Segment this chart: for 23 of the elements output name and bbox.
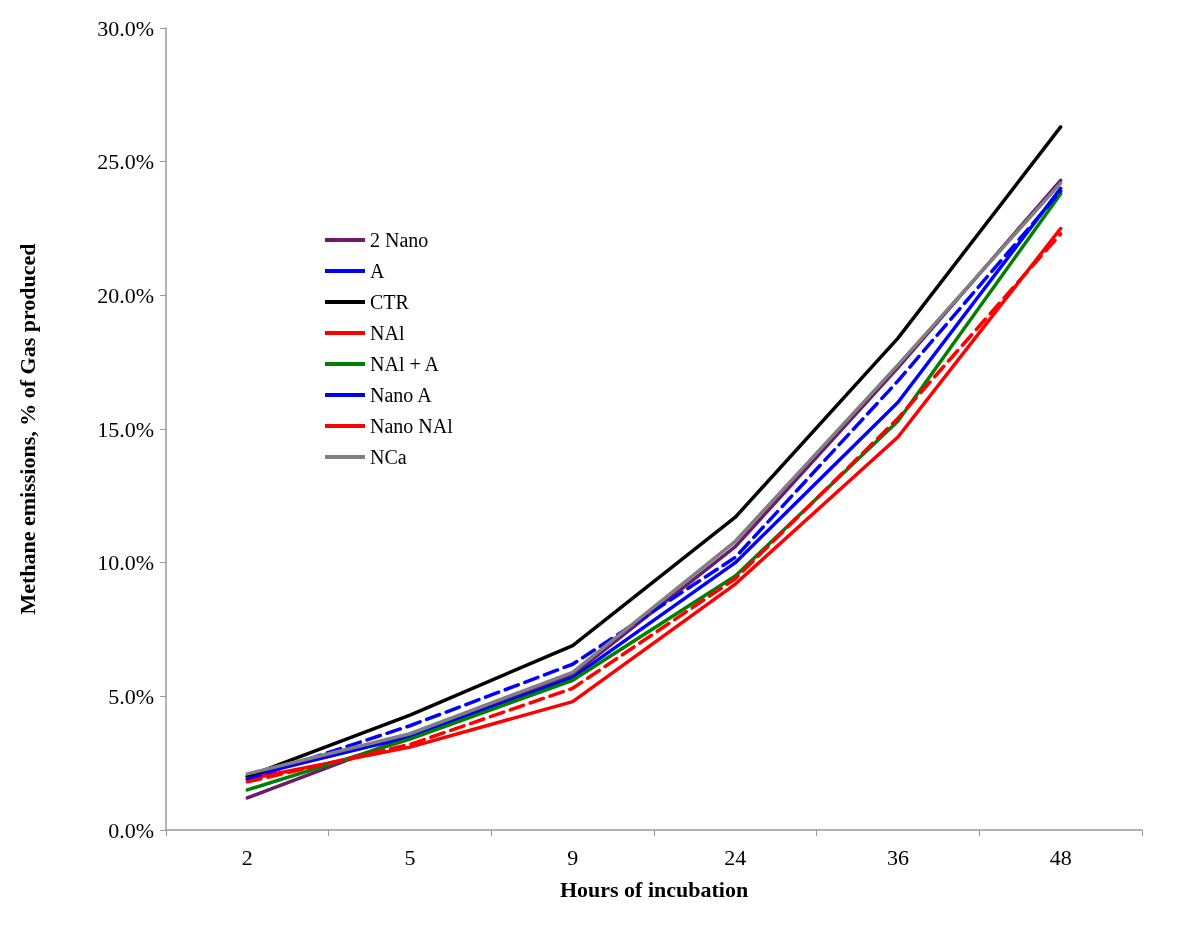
legend-label: NAl + A (370, 353, 440, 375)
legend-label: NAl (370, 322, 405, 344)
y-tick-label: 25.0% (97, 149, 154, 175)
x-tick-label: 9 (567, 844, 579, 870)
y-tick-label: 20.0% (97, 282, 154, 308)
legend-label: Nano A (370, 384, 433, 406)
x-tick-label: 24 (724, 844, 747, 870)
legend-label: A (370, 260, 385, 282)
x-axis-title: Hours of incubation (559, 876, 749, 902)
y-tick-label: 15.0% (97, 416, 154, 442)
legend-label: NCa (370, 446, 407, 468)
y-tick-label: 10.0% (97, 550, 154, 576)
x-tick-label: 48 (1049, 844, 1072, 870)
y-tick-label: 30.0% (97, 15, 154, 41)
legend-label: CTR (370, 291, 410, 313)
legend-label: Nano NAl (370, 415, 454, 437)
x-tick-label: 2 (241, 844, 253, 870)
y-axis-title: Methane emissions, % of Gas produced (14, 243, 40, 615)
y-tick-label: 5.0% (108, 683, 154, 709)
y-tick-label: 0.0% (108, 817, 154, 843)
x-tick-label: 36 (887, 844, 909, 870)
x-tick-label: 5 (404, 844, 416, 870)
legend-label: 2 Nano (370, 229, 429, 251)
